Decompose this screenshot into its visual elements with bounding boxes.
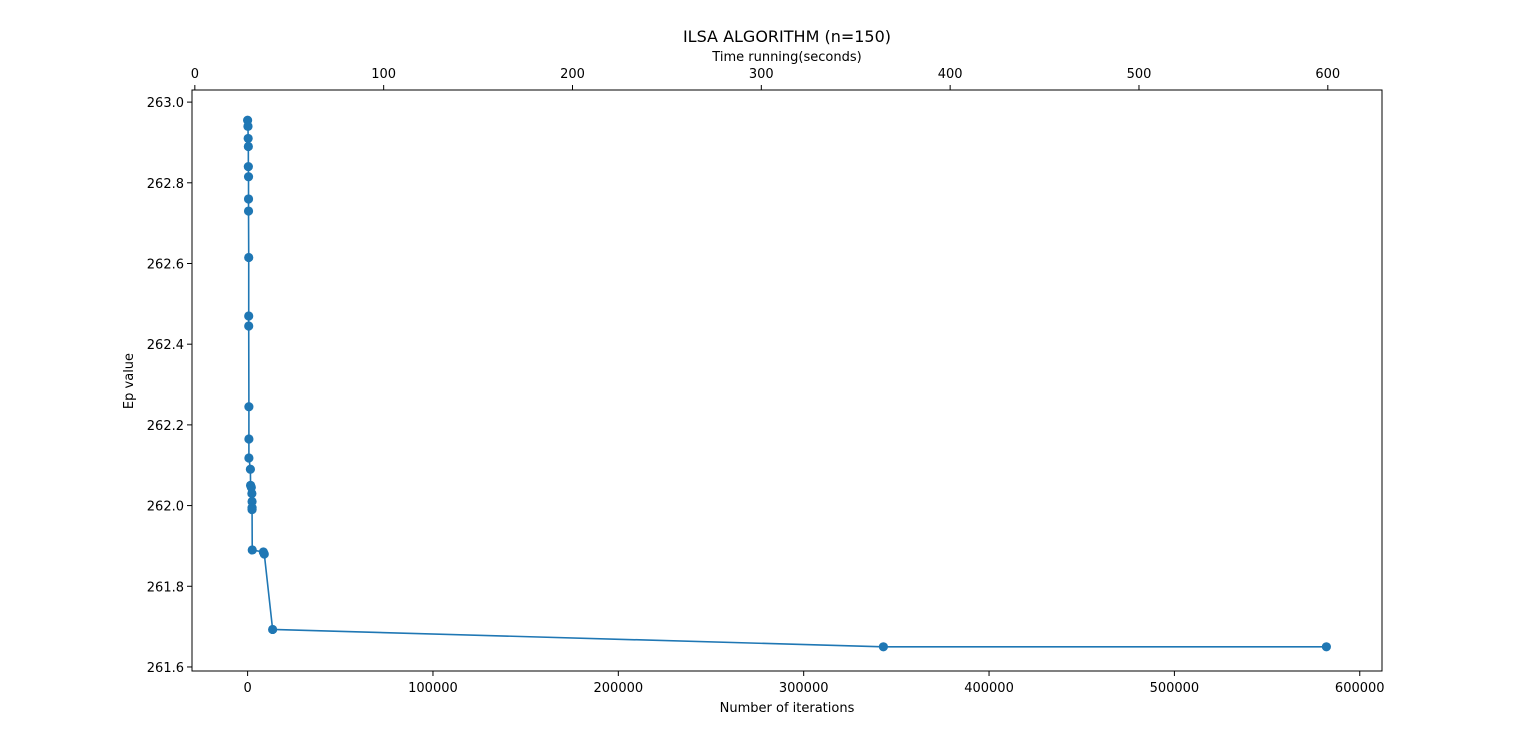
plot-layer xyxy=(243,115,1331,652)
axes-layer: 0 100000 200000 300000 400000 500000 600000 0 10… xyxy=(147,67,1385,696)
data-point xyxy=(244,321,254,331)
y-axis-label: Ep value xyxy=(122,353,137,409)
top-x-tick-label: 500 xyxy=(1127,67,1152,82)
top-x-tick-label: 100 xyxy=(371,67,396,82)
x-tick-label: 400000 xyxy=(964,681,1014,696)
data-point xyxy=(244,402,254,412)
top-x-tick-label: 400 xyxy=(938,67,963,82)
top-x-tick-label: 200 xyxy=(560,67,585,82)
data-point xyxy=(247,488,257,499)
x-axis-label: Number of iterations xyxy=(720,701,855,716)
data-point xyxy=(243,172,254,182)
y-tick-label: 261.8 xyxy=(147,580,184,595)
data-point xyxy=(243,141,253,152)
top-x-tick-label: 600 xyxy=(1315,67,1340,82)
y-tick-label: 263.0 xyxy=(147,96,184,111)
data-point xyxy=(243,206,254,216)
y-tick-label: 262.6 xyxy=(147,257,184,272)
data-point xyxy=(243,194,254,204)
top-x-tick-label: 0 xyxy=(191,67,199,82)
data-point xyxy=(244,453,254,463)
data-point xyxy=(1321,642,1331,652)
top-x-axis-label: Time running(seconds) xyxy=(711,50,861,65)
data-point xyxy=(244,252,254,263)
data-point xyxy=(245,464,255,474)
top-x-tick-label: 300 xyxy=(749,67,774,82)
data-point xyxy=(243,121,253,131)
data-point xyxy=(247,545,257,555)
data-point xyxy=(247,505,257,515)
x-tick-label: 0 xyxy=(243,681,251,696)
data-point xyxy=(878,642,888,652)
data-point xyxy=(243,162,253,172)
x-tick-label: 600000 xyxy=(1335,681,1385,696)
data-point xyxy=(259,549,269,559)
data-point xyxy=(244,434,254,444)
plot-frame xyxy=(191,89,1383,672)
x-tick-label: 300000 xyxy=(779,681,829,696)
data-point xyxy=(244,311,254,321)
data-point xyxy=(243,133,253,144)
y-tick-label: 262.4 xyxy=(147,338,184,353)
x-tick-label: 200000 xyxy=(594,681,644,696)
x-tick-label: 500000 xyxy=(1150,681,1200,696)
y-tick-label: 262.2 xyxy=(147,419,184,434)
x-tick-label: 100000 xyxy=(408,681,458,696)
y-tick-label: 262.0 xyxy=(147,500,184,515)
y-tick-label: 261.6 xyxy=(147,661,184,676)
y-tick-label: 262.8 xyxy=(147,177,184,192)
chart-title: ILSA ALGORITHM (n=150) xyxy=(683,27,891,46)
data-point xyxy=(268,624,278,635)
